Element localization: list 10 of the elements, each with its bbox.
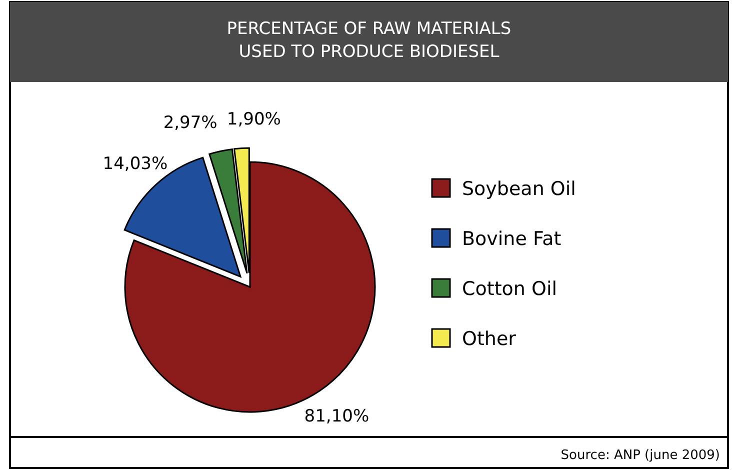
source-note: Source: ANP (june 2009) <box>560 448 720 463</box>
legend-label: Cotton Oil <box>462 278 558 300</box>
legend-label: Soybean Oil <box>462 178 576 200</box>
data-label: 14,03% <box>102 154 168 174</box>
legend-label: Bovine Fat <box>462 228 562 250</box>
legend-label: Other <box>462 328 516 350</box>
data-label: 1,90% <box>226 109 281 130</box>
chart-title: PERCENTAGE OF RAW MATERIALS USED TO PRODUCE BIODIESEL <box>226 19 512 62</box>
data-label: 81,10% <box>304 406 370 426</box>
data-label: 2,97% <box>163 112 218 133</box>
